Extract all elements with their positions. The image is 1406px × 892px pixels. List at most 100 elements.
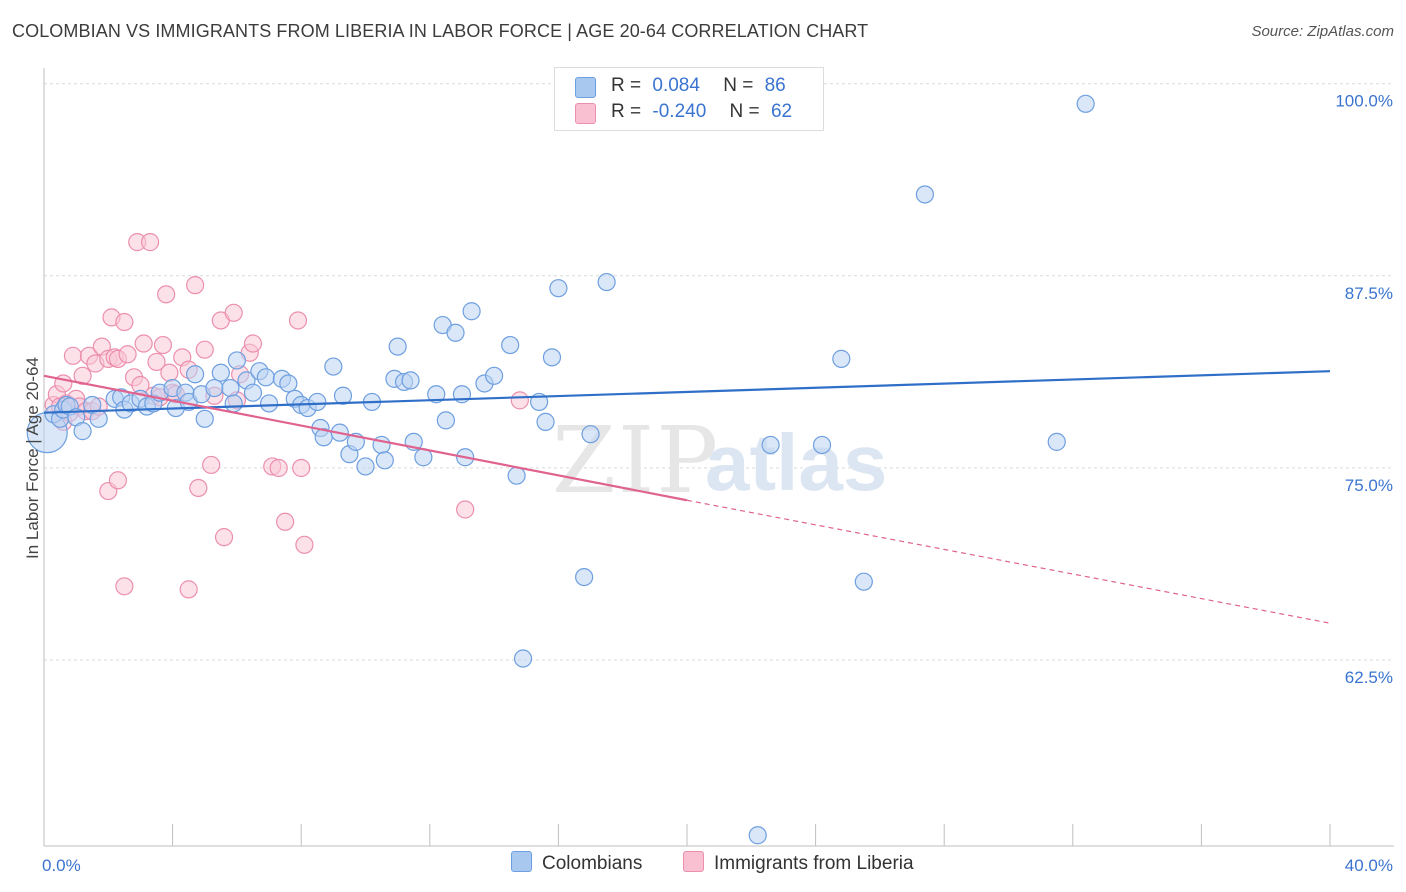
legend-n-value-liberia: 62 — [770, 101, 793, 122]
colombian-point — [227, 351, 246, 370]
colombian-point — [761, 435, 780, 455]
colombian-point — [195, 409, 214, 428]
legend-n-label: N = — [723, 75, 754, 96]
y-tick-label: 87.5% — [1345, 284, 1393, 303]
liberia-point — [134, 334, 153, 353]
colombian-point — [832, 349, 851, 368]
colombian-point — [446, 323, 465, 342]
axes — [43, 68, 1394, 847]
colombian-point — [427, 385, 446, 404]
liberia-point — [63, 346, 83, 365]
legend-n-value-colombians: 86 — [764, 75, 786, 96]
liberia-point — [269, 458, 288, 478]
legend-r-value-colombians: 0.084 — [652, 75, 700, 96]
liberia-point — [140, 233, 160, 252]
y-tick-labels: 100.0% 87.5% 75.0% 62.5% — [1335, 92, 1393, 687]
liberia-point — [292, 458, 311, 478]
colombian-point — [401, 371, 420, 390]
colombian-point — [333, 386, 353, 405]
liberia-point — [456, 500, 475, 519]
liberia-point — [224, 303, 243, 322]
trend-lines — [43, 370, 1331, 624]
colombian-point — [748, 826, 767, 845]
legend-label-liberia: Immigrants from Liberia — [714, 853, 914, 874]
colombian-point — [501, 335, 520, 355]
legend-swatch-colombians — [575, 77, 596, 98]
colombian-point — [221, 378, 240, 398]
liberia-point — [153, 335, 173, 355]
colombian-point — [256, 368, 275, 387]
colombian-point — [915, 185, 935, 204]
colombian-point — [205, 378, 224, 398]
colombian-point — [1047, 432, 1066, 451]
liberia-point — [186, 276, 205, 295]
y-axis-label: In Labor Force | Age 20-64 — [23, 357, 42, 559]
colombian-point — [186, 365, 205, 384]
liberia-point — [214, 528, 234, 547]
watermark-zip: ZIP — [552, 407, 720, 514]
liberia-point — [115, 577, 134, 596]
legend-swatch-liberia — [683, 851, 704, 872]
x-tick-labels: 0.0% 40.0% — [42, 856, 1393, 875]
colombian-point — [224, 394, 243, 413]
bottom-legend-colombians[interactable]: Colombians — [511, 851, 642, 875]
legend-swatch-colombians — [511, 851, 532, 872]
liberia-point — [202, 455, 221, 475]
y-tick-label: 75.0% — [1345, 476, 1393, 495]
colombian-points — [26, 91, 1095, 845]
colombian-point — [324, 357, 343, 376]
liberia-point — [295, 535, 314, 554]
liberia-point — [179, 580, 198, 599]
colombian-point — [536, 412, 555, 431]
colombian-point — [436, 411, 455, 430]
x-tick-label: 0.0% — [42, 856, 81, 875]
colombian-trend-line — [43, 370, 1331, 414]
colombian-point — [356, 457, 375, 476]
liberia-trend-extension — [686, 499, 1331, 624]
watermark-atlas: atlas — [705, 418, 887, 507]
legend-swatch-liberia — [575, 103, 596, 124]
liberia-point — [510, 391, 529, 410]
liberia-point — [243, 334, 263, 353]
colombian-point — [308, 392, 327, 412]
colombian-point — [375, 451, 394, 470]
y-tick-label: 100.0% — [1335, 92, 1393, 111]
liberia-point — [118, 345, 137, 364]
legend-n-label: N = — [729, 101, 760, 122]
legend-label-colombians: Colombians — [542, 853, 643, 874]
liberia-points — [44, 233, 529, 599]
colombian-point — [507, 466, 526, 485]
chart-title: COLOMBIAN VS IMMIGRANTS FROM LIBERIA IN … — [12, 21, 869, 41]
liberia-point — [195, 340, 214, 359]
liberia-point — [157, 285, 176, 304]
colombian-point — [243, 383, 263, 402]
colombian-point — [388, 337, 407, 356]
liberia-point — [147, 352, 166, 372]
stats-legend: R = 0.084 N = 86 R = -0.240 N = 62 — [554, 67, 824, 131]
y-tick-label: 62.5% — [1345, 668, 1393, 687]
colombian-point — [279, 374, 298, 393]
colombian-point — [581, 425, 600, 444]
colombian-point — [854, 572, 873, 591]
colombian-point — [597, 272, 616, 292]
liberia-point — [115, 312, 134, 332]
colombian-point — [542, 348, 562, 367]
liberia-point — [288, 311, 308, 330]
colombian-point — [462, 302, 481, 321]
bottom-legend-liberia[interactable]: Immigrants from Liberia — [683, 851, 914, 875]
liberia-trend-line — [43, 374, 688, 502]
liberia-point — [108, 471, 128, 490]
liberia-point — [276, 512, 295, 531]
legend-r-label: R = — [611, 101, 642, 122]
colombian-point — [513, 649, 533, 668]
colombian-point — [73, 422, 92, 441]
colombian-point — [812, 435, 832, 455]
colombian-point — [89, 409, 108, 428]
colombian-point — [485, 366, 504, 385]
colombian-point — [211, 363, 230, 382]
colombian-point — [575, 567, 594, 587]
source-label: Source: ZipAtlas.com — [1251, 23, 1394, 40]
liberia-point — [160, 363, 179, 382]
colombian-point — [549, 279, 568, 298]
x-tick-label: 40.0% — [1345, 856, 1393, 875]
